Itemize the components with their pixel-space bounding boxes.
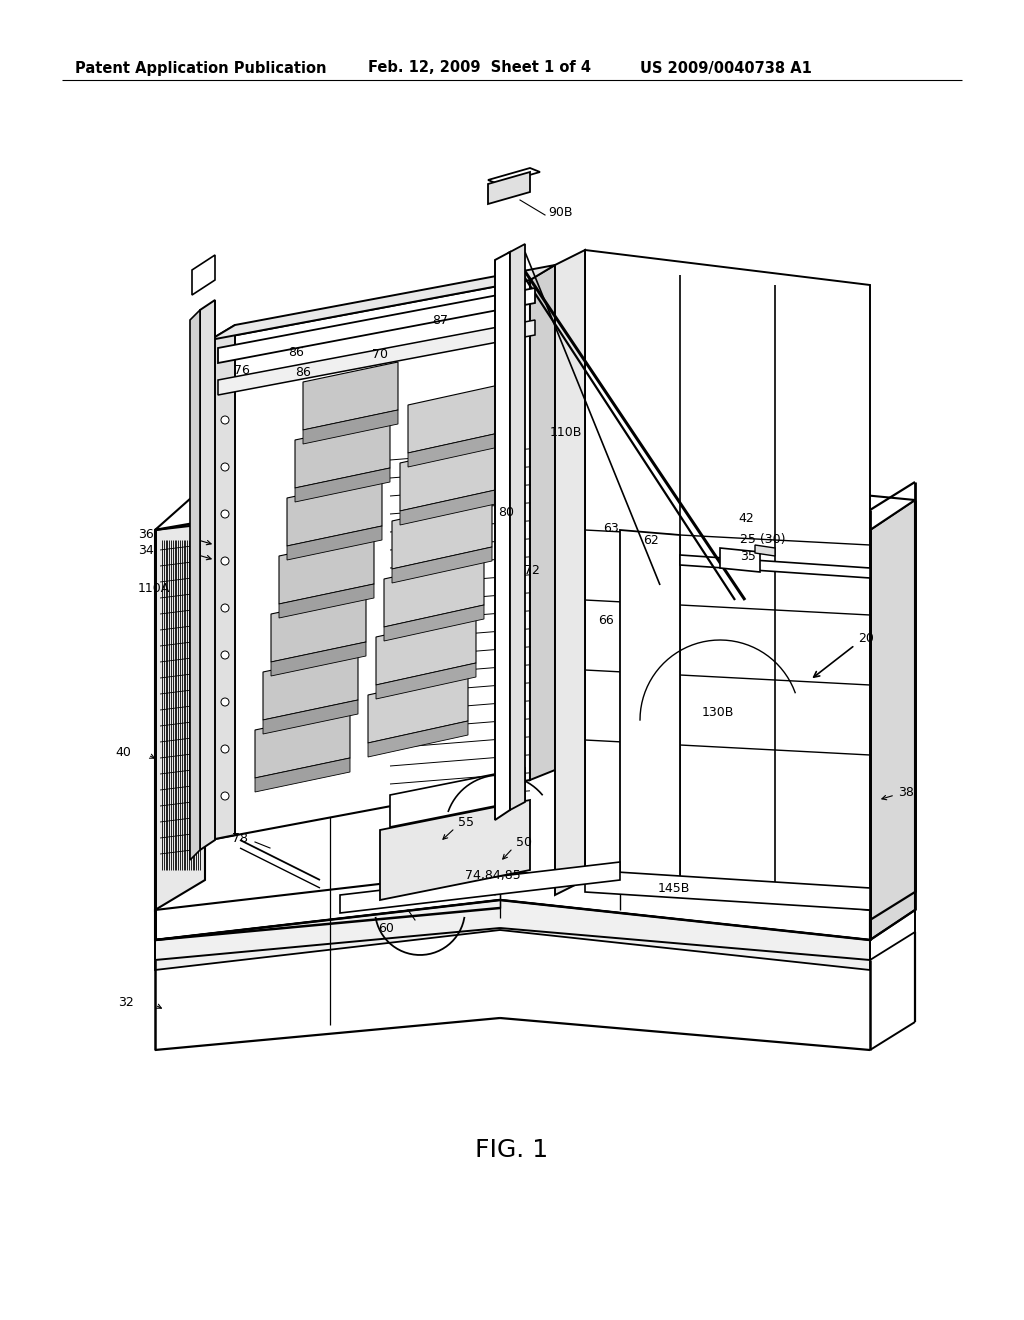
Polygon shape xyxy=(263,652,358,719)
Polygon shape xyxy=(271,594,366,663)
Polygon shape xyxy=(376,663,476,700)
Text: 38: 38 xyxy=(898,785,913,799)
Text: 72: 72 xyxy=(524,564,540,577)
Polygon shape xyxy=(755,545,775,556)
Polygon shape xyxy=(271,642,366,676)
Circle shape xyxy=(221,416,229,424)
Polygon shape xyxy=(390,768,525,828)
Text: 50: 50 xyxy=(516,836,532,849)
Polygon shape xyxy=(218,319,535,395)
Polygon shape xyxy=(368,673,468,743)
Polygon shape xyxy=(585,249,870,890)
Polygon shape xyxy=(155,459,915,531)
Text: 35: 35 xyxy=(740,549,756,562)
Circle shape xyxy=(221,605,229,612)
Text: Feb. 12, 2009  Sheet 1 of 4: Feb. 12, 2009 Sheet 1 of 4 xyxy=(368,61,591,75)
Polygon shape xyxy=(368,721,468,756)
Text: 78: 78 xyxy=(232,832,248,845)
Polygon shape xyxy=(200,300,215,850)
Text: 25 (30): 25 (30) xyxy=(740,533,785,546)
Polygon shape xyxy=(384,605,484,642)
Circle shape xyxy=(221,698,229,706)
Text: 66: 66 xyxy=(598,614,613,627)
Polygon shape xyxy=(488,168,540,183)
Polygon shape xyxy=(585,870,870,909)
Text: 90B: 90B xyxy=(548,206,572,219)
Polygon shape xyxy=(488,172,530,205)
Polygon shape xyxy=(193,255,215,294)
Polygon shape xyxy=(340,862,620,913)
Circle shape xyxy=(221,744,229,752)
Circle shape xyxy=(221,557,229,565)
Polygon shape xyxy=(620,531,680,884)
Polygon shape xyxy=(303,362,398,430)
Text: 80: 80 xyxy=(498,506,514,519)
Polygon shape xyxy=(279,536,374,605)
Polygon shape xyxy=(376,615,476,685)
Polygon shape xyxy=(155,870,870,940)
Text: 87: 87 xyxy=(432,314,449,326)
Polygon shape xyxy=(680,554,870,578)
Text: 55: 55 xyxy=(458,816,474,829)
Polygon shape xyxy=(720,548,760,572)
Text: 110B: 110B xyxy=(550,425,583,438)
Text: 34: 34 xyxy=(138,544,154,557)
Polygon shape xyxy=(303,411,398,444)
Text: 20: 20 xyxy=(858,631,873,644)
Text: 86: 86 xyxy=(295,366,311,379)
Circle shape xyxy=(221,792,229,800)
Text: 70: 70 xyxy=(372,347,388,360)
Text: 76: 76 xyxy=(234,363,250,376)
Polygon shape xyxy=(408,383,508,453)
Text: FIG. 1: FIG. 1 xyxy=(475,1138,549,1162)
Circle shape xyxy=(221,463,229,471)
Polygon shape xyxy=(255,758,350,792)
Text: US 2009/0040738 A1: US 2009/0040738 A1 xyxy=(640,61,812,75)
Text: 86: 86 xyxy=(288,346,304,359)
Text: 40: 40 xyxy=(115,746,131,759)
Polygon shape xyxy=(279,583,374,618)
Polygon shape xyxy=(392,546,492,583)
Text: 36: 36 xyxy=(138,528,154,541)
Polygon shape xyxy=(287,525,382,560)
Text: 42: 42 xyxy=(738,511,754,524)
Text: 63: 63 xyxy=(603,521,618,535)
Polygon shape xyxy=(210,280,530,840)
Polygon shape xyxy=(295,469,390,502)
Polygon shape xyxy=(380,800,530,900)
Polygon shape xyxy=(263,700,358,734)
Text: Patent Application Publication: Patent Application Publication xyxy=(75,61,327,75)
Polygon shape xyxy=(210,265,555,341)
Text: 130B: 130B xyxy=(702,705,734,718)
Polygon shape xyxy=(510,244,525,810)
Text: 32: 32 xyxy=(118,995,134,1008)
Polygon shape xyxy=(218,288,535,363)
Polygon shape xyxy=(210,325,234,840)
Polygon shape xyxy=(555,249,585,895)
Polygon shape xyxy=(408,432,508,467)
Polygon shape xyxy=(255,710,350,777)
Circle shape xyxy=(221,510,229,517)
Text: 62: 62 xyxy=(643,533,658,546)
Text: 145B: 145B xyxy=(658,882,690,895)
Polygon shape xyxy=(155,500,205,909)
Text: 110A: 110A xyxy=(138,582,170,594)
Polygon shape xyxy=(295,420,390,488)
Polygon shape xyxy=(190,310,200,861)
Polygon shape xyxy=(384,557,484,627)
Text: 60: 60 xyxy=(378,921,394,935)
Polygon shape xyxy=(495,252,510,820)
Polygon shape xyxy=(392,499,492,569)
Text: 74,84,85: 74,84,85 xyxy=(465,869,521,882)
Polygon shape xyxy=(155,900,870,970)
Circle shape xyxy=(221,651,229,659)
Polygon shape xyxy=(870,500,915,940)
Polygon shape xyxy=(400,488,500,525)
Polygon shape xyxy=(400,441,500,511)
Polygon shape xyxy=(287,478,382,546)
Polygon shape xyxy=(530,265,555,780)
